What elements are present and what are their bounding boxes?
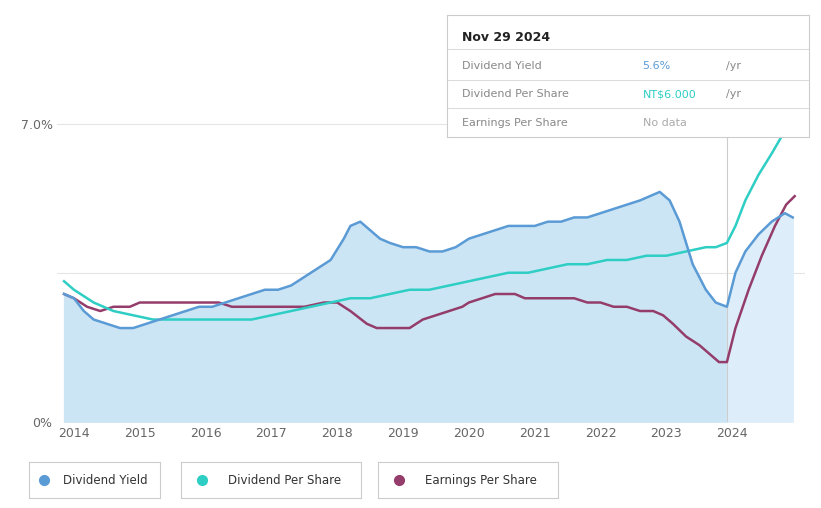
Text: Earnings Per Share: Earnings Per Share xyxy=(462,117,567,128)
Text: 5.6%: 5.6% xyxy=(643,61,671,72)
Text: Dividend Yield: Dividend Yield xyxy=(63,473,148,487)
Text: /yr: /yr xyxy=(726,61,741,72)
Text: Past: Past xyxy=(730,110,754,123)
Text: Dividend Yield: Dividend Yield xyxy=(462,61,542,72)
Text: Dividend Per Share: Dividend Per Share xyxy=(227,473,341,487)
Text: Earnings Per Share: Earnings Per Share xyxy=(424,473,536,487)
Text: Nov 29 2024: Nov 29 2024 xyxy=(462,30,550,44)
Text: Dividend Per Share: Dividend Per Share xyxy=(462,89,569,100)
Text: /yr: /yr xyxy=(726,89,741,100)
Text: NT$6.000: NT$6.000 xyxy=(643,89,696,100)
Text: No data: No data xyxy=(643,117,686,128)
